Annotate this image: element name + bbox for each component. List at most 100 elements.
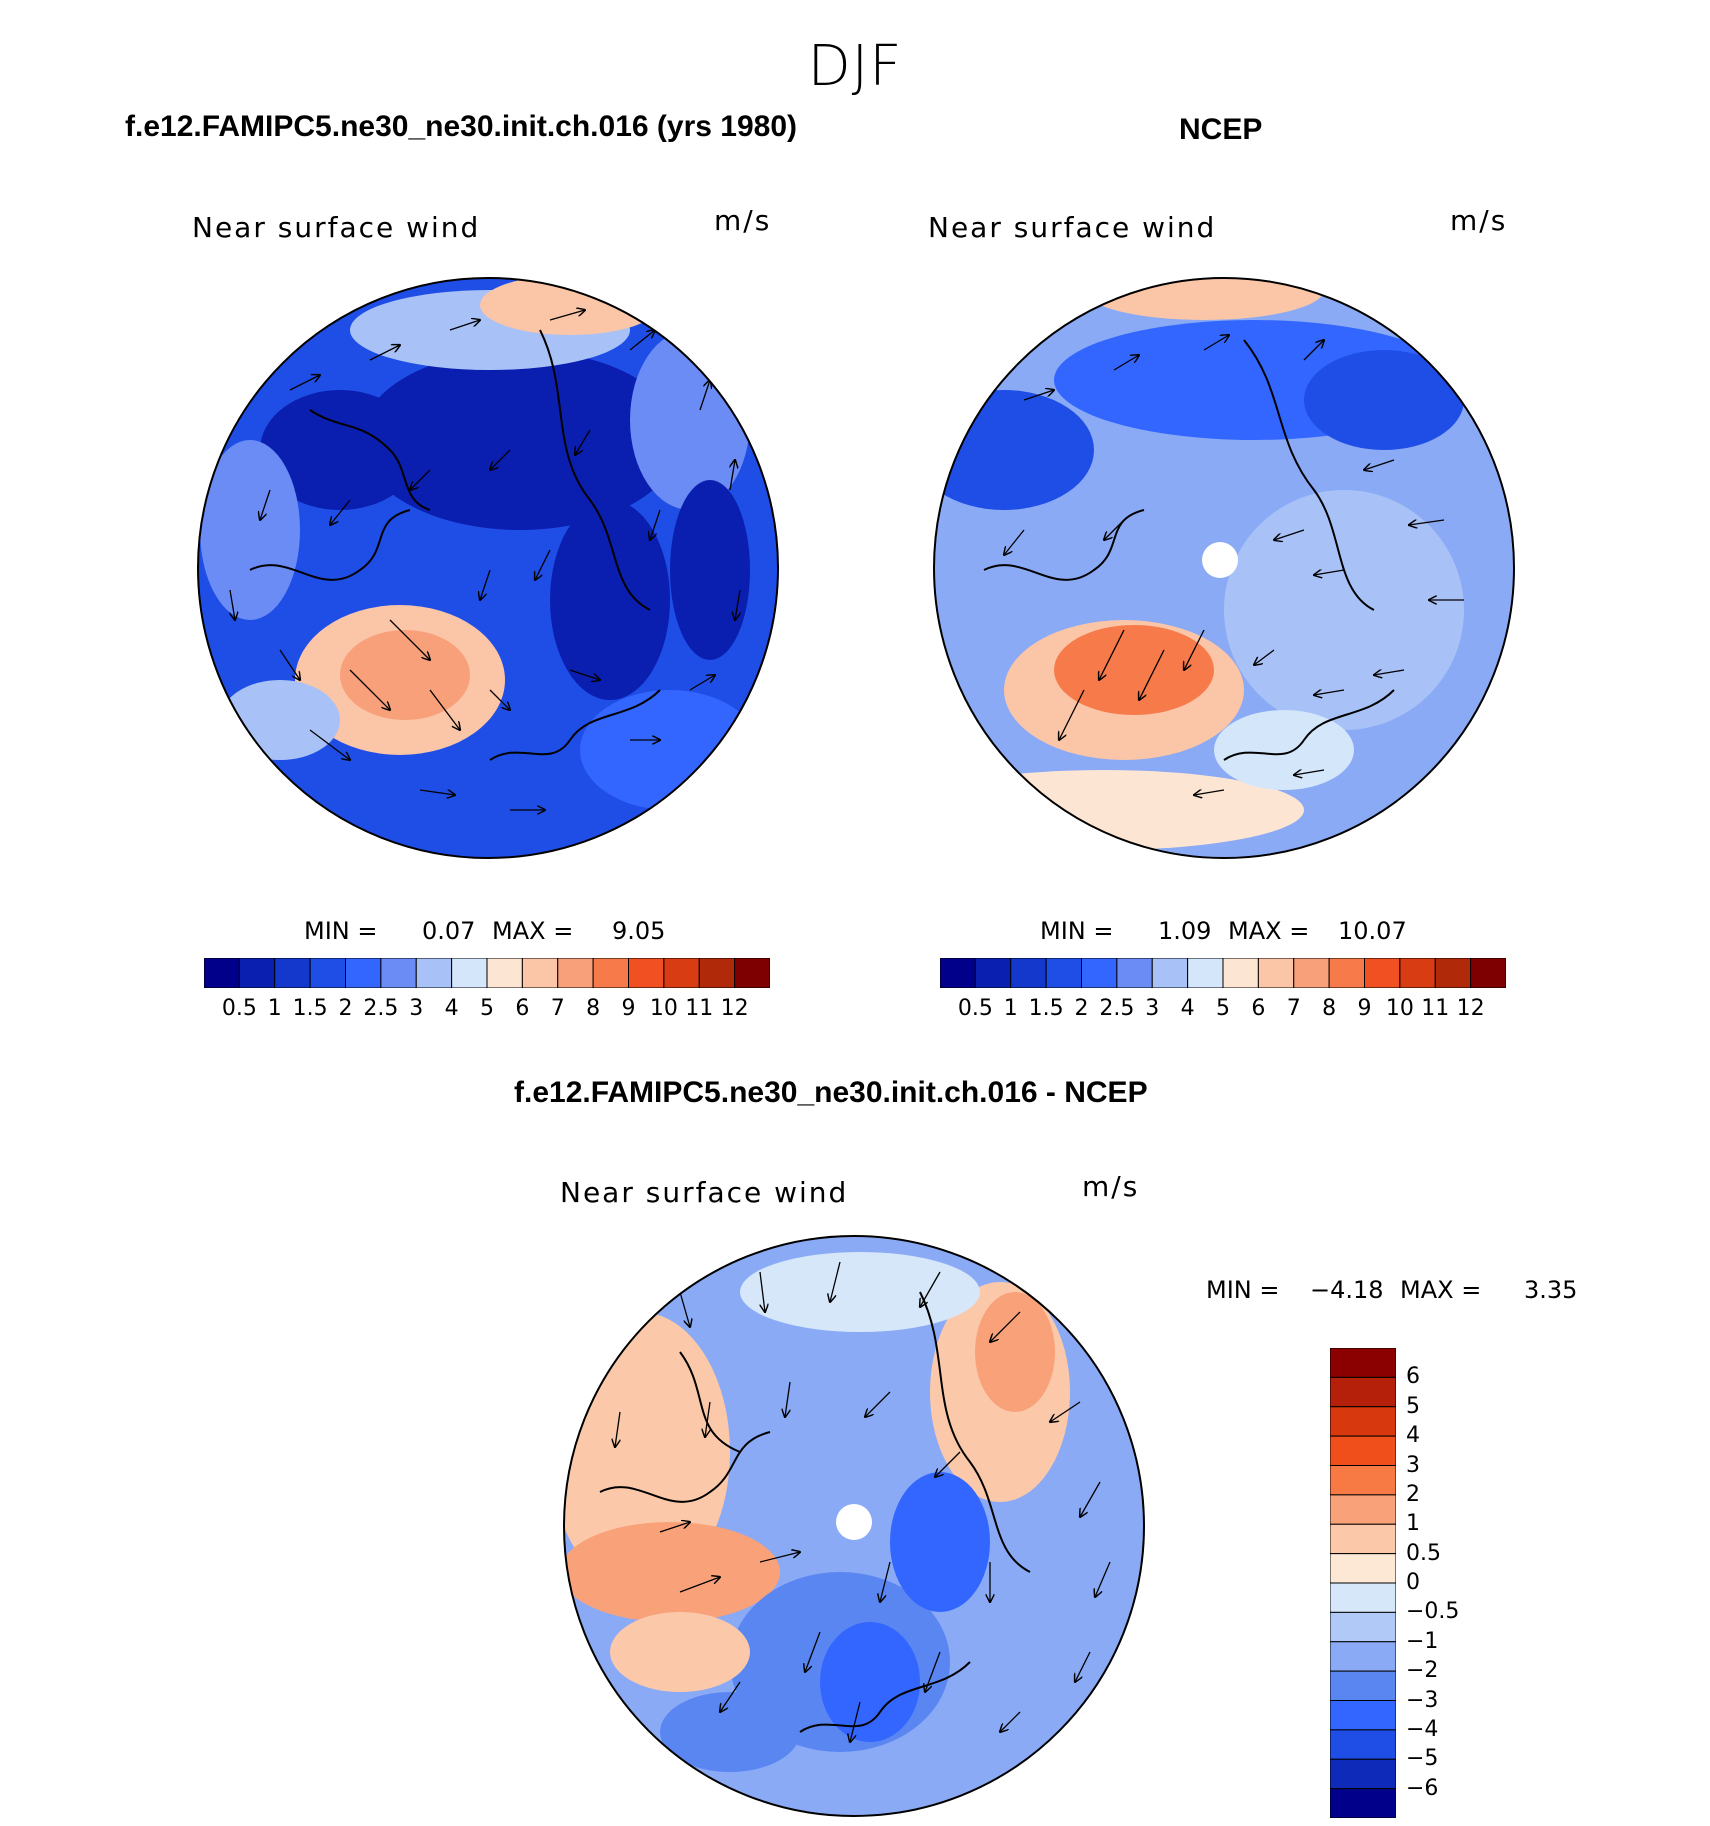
colorbar-model-tick-label: 11 [685,996,714,1021]
colorbar-ncep-tick-label: 9 [1357,996,1372,1021]
colorbar-diff-swatch [1329,1700,1397,1731]
colorbar-ncep-swatch [1293,957,1330,989]
colorbar-diff-swatch [1329,1729,1397,1760]
colorbar-model-tick-label: 10 [649,996,678,1021]
colorbar-ncep-swatch [1116,957,1153,989]
colorbar-diff-tick-label: −0.5 [1406,1599,1460,1625]
colorbar-ncep-tick-label: 5 [1216,996,1230,1021]
colorbar-diff-tick-label: 6 [1406,1364,1420,1390]
panel-diff-max-value: 3.35 [1524,1276,1578,1304]
colorbar-model-swatch [380,957,417,989]
colorbar-model-swatch [203,957,240,989]
panel-model-max-label: MAX = [492,917,574,945]
colorbar-model-tick-label: 8 [586,996,601,1021]
colorbar-diff-swatch [1329,1494,1397,1525]
colorbar-diff-swatch [1329,1465,1397,1496]
colorbar-ncep-tick-label: 1 [1003,996,1018,1021]
colorbar-model-swatch [345,957,382,989]
colorbar-ncep-swatch [1081,957,1118,989]
panel-ncep-max-value: 10.07 [1338,917,1407,945]
colorbar-ncep-tick-label: 11 [1421,996,1450,1021]
colorbar-diff-tick-label: 0 [1406,1570,1420,1595]
colorbar-model-tick-label: 2.5 [363,996,399,1021]
colorbar-ncep-tick-label: 7 [1286,996,1301,1021]
colorbar-model-swatch [734,957,771,989]
colorbar-ncep [939,957,1507,989]
colorbar-model-tick-label: 6 [515,996,530,1021]
panel-diff-min-value: −4.18 [1310,1276,1384,1304]
colorbar-diff-swatch [1329,1670,1397,1701]
panel-ncep-variable: Near surface wind [928,211,1217,244]
colorbar-ncep-tick-label: 10 [1385,996,1414,1021]
colorbar-model-swatch [521,957,559,989]
colorbar-diff-tick-label: 2 [1406,1481,1420,1507]
colorbar-ncep-tick-label: 1.5 [1028,996,1064,1021]
colorbar-diff-swatch [1329,1406,1397,1437]
colorbar-ncep-swatch [1399,957,1436,989]
colorbar-model [203,957,771,989]
colorbar-diff-tick-label: 4 [1406,1423,1420,1449]
colorbar-model-tick-label: 0.5 [221,996,257,1021]
colorbar-diff-tick-label: 5 [1406,1393,1420,1419]
colorbar-model-tick-label: 3 [409,996,424,1021]
colorbar-diff-tick-label: −4 [1406,1716,1439,1742]
panel-model-min-value: 0.07 [422,917,476,945]
panel-ncep-min-label: MIN = [1040,917,1114,945]
panel-diff-title: f.e12.FAMIPC5.ne30_ne30.init.ch.016 - NC… [514,1076,1148,1109]
colorbar-ncep-swatch [1010,957,1047,989]
colorbar-model-swatch [628,957,665,989]
colorbar-model-swatch [557,957,594,989]
colorbar-diff-swatch [1329,1788,1397,1819]
colorbar-ncep-tick-label: 0.5 [957,996,993,1021]
colorbar-diff-swatch [1329,1758,1397,1790]
colorbar-model-swatch [663,957,700,989]
panel-model-min-label: MIN = [304,917,378,945]
panel-ncep-title: NCEP [1179,113,1263,146]
panel-model-max-value: 9.05 [612,917,666,945]
colorbar-model-tick-label: 1 [267,996,282,1021]
colorbar-ncep-swatch [1187,957,1224,989]
colorbar-model-tick-label: 12 [720,996,749,1021]
panel-model-variable: Near surface wind [192,211,481,244]
colorbar-diff [1329,1347,1397,1819]
colorbar-model-swatch [238,957,276,989]
colorbar-diff-tick-label: 3 [1406,1452,1420,1478]
map-ncep-fill [934,278,1514,858]
colorbar-model-tick-label: 4 [444,996,459,1021]
map-diff-polar [563,1235,1145,1817]
panel-diff-max-label: MAX = [1400,1276,1482,1304]
colorbar-diff-swatch [1329,1376,1397,1408]
colorbar-model-swatch [486,957,523,989]
colorbar-diff-swatch [1329,1523,1397,1555]
colorbar-model-tick-label: 5 [480,996,494,1021]
colorbar-diff-tick-label: 0.5 [1406,1540,1441,1566]
colorbar-ncep-tick-label: 4 [1180,996,1195,1021]
panel-model-units: m/s [714,204,772,237]
panel-diff-min-label: MIN = [1206,1276,1280,1304]
colorbar-ncep-swatch [1045,957,1082,989]
colorbar-diff-tick-label: −1 [1406,1628,1439,1654]
colorbar-model-ticks: 0.5 1 1.5 2 2.5 3 4 5 6 7 8 9 10 11 12 [204,996,770,1024]
colorbar-ncep-swatch [1151,957,1189,989]
colorbar-ncep-ticks: 0.5 1 1.5 2 2.5 3 4 5 6 7 8 9 10 11 12 [940,996,1506,1024]
colorbar-diff-swatch [1329,1611,1397,1643]
colorbar-ncep-tick-label: 2 [1074,996,1089,1021]
panel-ncep-units: m/s [1450,204,1508,237]
colorbar-ncep-swatch [1328,957,1365,989]
colorbar-ncep-swatch [1257,957,1295,989]
colorbar-ncep-tick-label: 12 [1456,996,1485,1021]
colorbar-diff-tick-label: 1 [1406,1511,1420,1537]
colorbar-ncep-swatch [1364,957,1401,989]
colorbar-ncep-swatch [1470,957,1507,989]
colorbar-model-tick-label: 2 [338,996,353,1021]
colorbar-model-tick-label: 7 [550,996,565,1021]
colorbar-diff-swatch [1329,1435,1397,1466]
colorbar-diff-swatch [1329,1641,1397,1672]
colorbar-diff-tick-label: −5 [1406,1746,1439,1772]
colorbar-diff-swatch [1329,1347,1397,1378]
colorbar-ncep-swatch [974,957,1012,989]
panel-model-title: f.e12.FAMIPC5.ne30_ne30.init.ch.016 (yrs… [125,110,797,143]
colorbar-model-swatch [451,957,488,989]
colorbar-model-swatch [698,957,736,989]
colorbar-diff-swatch [1329,1553,1397,1584]
